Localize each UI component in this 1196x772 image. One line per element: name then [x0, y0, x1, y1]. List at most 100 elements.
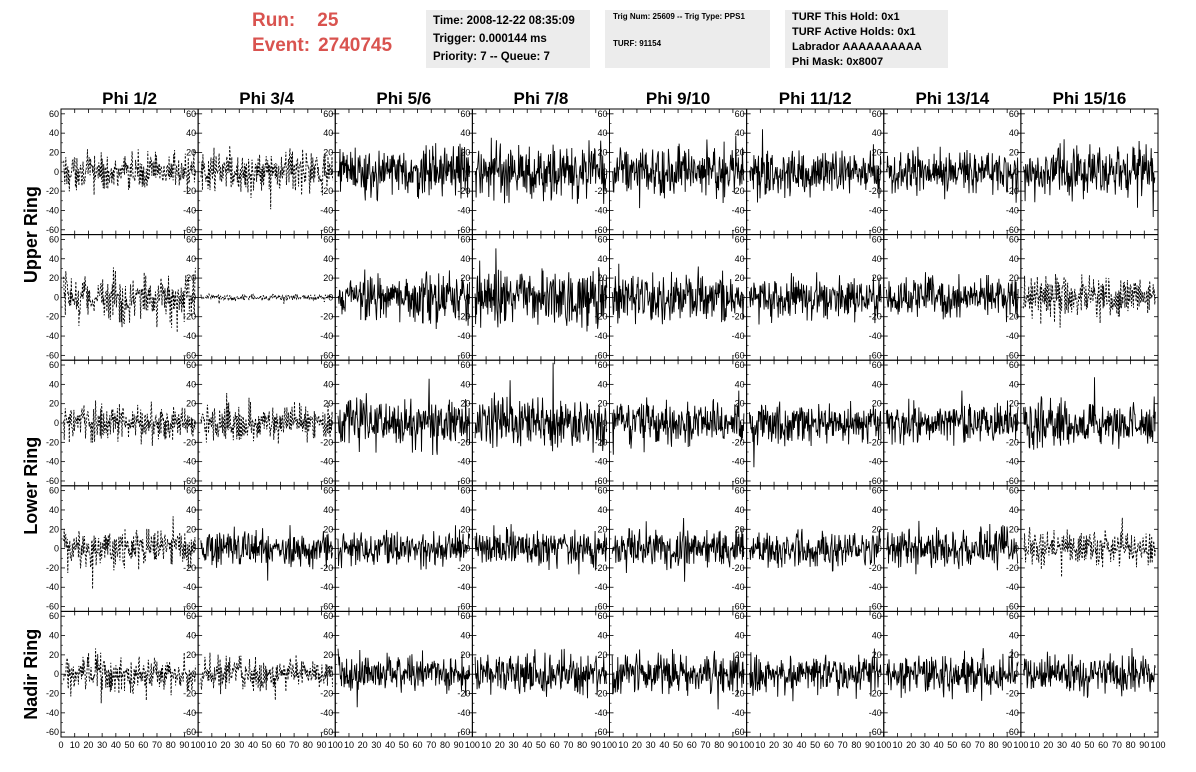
waveform-panel	[334, 610, 473, 738]
x-tick-label: 50	[947, 740, 957, 750]
y-tick-label: 0	[328, 292, 333, 302]
y-tick-label: -20	[183, 437, 196, 447]
x-tick-label: 10	[70, 740, 80, 750]
y-tick-label: 60	[597, 611, 607, 621]
x-tick-label: 60	[413, 740, 423, 750]
x-tick-label: 90	[454, 740, 464, 750]
x-tick-label: 100	[328, 740, 343, 750]
column-title: Phi 13/14	[915, 89, 989, 108]
y-tick-label: 0	[465, 292, 470, 302]
y-tick-label: -60	[46, 727, 59, 737]
y-tick-label: -40	[320, 457, 333, 467]
waveform-panel	[883, 234, 1022, 361]
waveform-panel	[746, 108, 885, 236]
y-tick-label: 0	[1014, 167, 1019, 177]
x-tick-label: 60	[138, 740, 148, 750]
waveform-trace	[748, 528, 882, 572]
waveform-trace	[1023, 517, 1156, 578]
waveform-trace	[611, 263, 745, 325]
x-tick-label: 30	[509, 740, 519, 750]
trig-num-text: Trig Num: 25609 -- Trig Type: PPS1	[613, 12, 745, 21]
x-tick-label: 40	[385, 740, 395, 750]
waveform-panel	[334, 359, 473, 487]
waveform-trace	[63, 400, 196, 446]
y-tick-label: -40	[1006, 331, 1019, 341]
x-tick-label: 40	[522, 740, 532, 750]
x-tick-label: 80	[851, 740, 861, 750]
y-tick-label: 20	[186, 650, 196, 660]
waveform-panel	[609, 359, 748, 487]
waveform-trace	[611, 517, 745, 582]
y-tick-label: 40	[735, 379, 745, 389]
y-tick-label: -40	[46, 582, 59, 592]
x-tick-label: 10	[618, 740, 628, 750]
x-tick-label: 10	[344, 740, 354, 750]
x-tick-label: 40	[659, 740, 669, 750]
y-tick-label: 40	[597, 379, 607, 389]
y-tick-label: 40	[1009, 379, 1019, 389]
x-tick-label: 90	[317, 740, 327, 750]
x-tick-label: 40	[1071, 740, 1081, 750]
waveform-panel	[746, 610, 885, 738]
waveform-panel	[609, 610, 748, 738]
y-tick-label: -40	[732, 708, 745, 718]
event-value: 2740745	[318, 35, 393, 56]
y-tick-label: -40	[1006, 582, 1019, 592]
y-tick-label: 20	[1009, 273, 1019, 283]
y-tick-label: 40	[735, 505, 745, 515]
y-tick-label: -20	[183, 186, 196, 196]
y-tick-label: -20	[320, 563, 333, 573]
y-tick-label: 0	[191, 292, 196, 302]
y-tick-label: 60	[460, 234, 470, 244]
y-tick-label: 60	[872, 360, 882, 370]
y-tick-label: 40	[49, 505, 59, 515]
waveform-panel	[471, 359, 610, 487]
y-tick-label: -40	[594, 457, 607, 467]
waveform-trace	[63, 648, 196, 704]
y-tick-label: -60	[594, 350, 607, 360]
waveform-trace	[63, 149, 196, 195]
y-tick-label: 40	[49, 254, 59, 264]
y-tick-label: -40	[320, 582, 333, 592]
y-tick-label: -60	[457, 476, 470, 486]
x-tick-label: 20	[906, 740, 916, 750]
y-tick-label: 0	[740, 292, 745, 302]
y-tick-label: 60	[735, 360, 745, 370]
y-tick-label: 20	[597, 524, 607, 534]
y-tick-label: -60	[46, 602, 59, 612]
y-tick-label: -20	[1006, 186, 1019, 196]
y-tick-label: -40	[594, 708, 607, 718]
x-tick-label: 40	[111, 740, 121, 750]
x-tick-label: 50	[810, 740, 820, 750]
y-tick-label: -40	[732, 582, 745, 592]
turf-this-hold-text: TURF This Hold: 0x1	[792, 11, 900, 23]
y-tick-label: -60	[46, 225, 59, 235]
y-tick-label: -60	[869, 225, 882, 235]
y-tick-label: 0	[877, 544, 882, 554]
x-tick-label: 70	[289, 740, 299, 750]
y-tick-label: -60	[457, 727, 470, 737]
y-tick-label: 60	[1009, 360, 1019, 370]
y-tick-label: 60	[323, 611, 333, 621]
y-tick-label: 40	[323, 631, 333, 641]
y-tick-label: 20	[49, 399, 59, 409]
x-tick-label: 50	[536, 740, 546, 750]
y-tick-label: 60	[49, 611, 59, 621]
y-tick-label: 20	[872, 650, 882, 660]
x-tick-label: 60	[550, 740, 560, 750]
y-tick-label: 60	[460, 611, 470, 621]
waveform-trace	[337, 143, 471, 202]
x-tick-label: 30	[646, 740, 656, 750]
y-tick-label: -20	[732, 437, 745, 447]
waveform-panel	[60, 108, 199, 236]
x-tick-label: 70	[426, 740, 436, 750]
y-tick-label: 60	[735, 486, 745, 496]
waveform-trace	[200, 145, 333, 210]
x-tick-label: 80	[988, 740, 998, 750]
x-tick-label: 100	[876, 740, 891, 750]
y-tick-label: 0	[54, 669, 59, 679]
x-tick-label: 80	[303, 740, 313, 750]
y-tick-label: 20	[460, 399, 470, 409]
y-tick-label: 20	[323, 147, 333, 157]
x-tick-label: 40	[248, 740, 258, 750]
